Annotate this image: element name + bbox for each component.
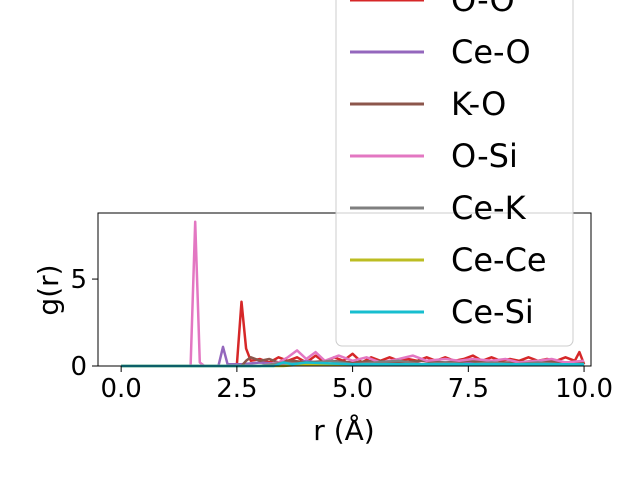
y-tick-label: 0 <box>70 352 87 382</box>
legend-label: K-O <box>451 85 506 123</box>
y-axis-label: g(r) <box>32 264 65 315</box>
x-tick-label: 10.0 <box>555 374 613 404</box>
legend-label: Ce-O <box>451 33 531 71</box>
x-tick-label: 2.5 <box>216 374 257 404</box>
x-axis-ticks: 0.0 2.5 5.0 7.5 10.0 <box>100 366 613 404</box>
x-axis-label: r (Å) <box>313 413 374 447</box>
y-axis-ticks: 05 <box>70 265 98 382</box>
legend-label: O-O <box>451 0 515 19</box>
legend-label: Ce-Si <box>451 293 534 331</box>
legend-label: O-Si <box>451 137 518 175</box>
legend-label: Ce-K <box>451 189 527 227</box>
x-tick-label: 0.0 <box>100 374 141 404</box>
x-tick-label: 7.5 <box>448 374 489 404</box>
series-line-ce-si <box>121 361 585 368</box>
x-tick-label: 5.0 <box>332 374 373 404</box>
y-tick-label: 5 <box>70 265 87 295</box>
legend-label: Ce-Ce <box>451 241 547 279</box>
legend: O-O Ce-O K-O O-Si Ce-K Ce-Ce Ce-Si <box>335 0 574 347</box>
